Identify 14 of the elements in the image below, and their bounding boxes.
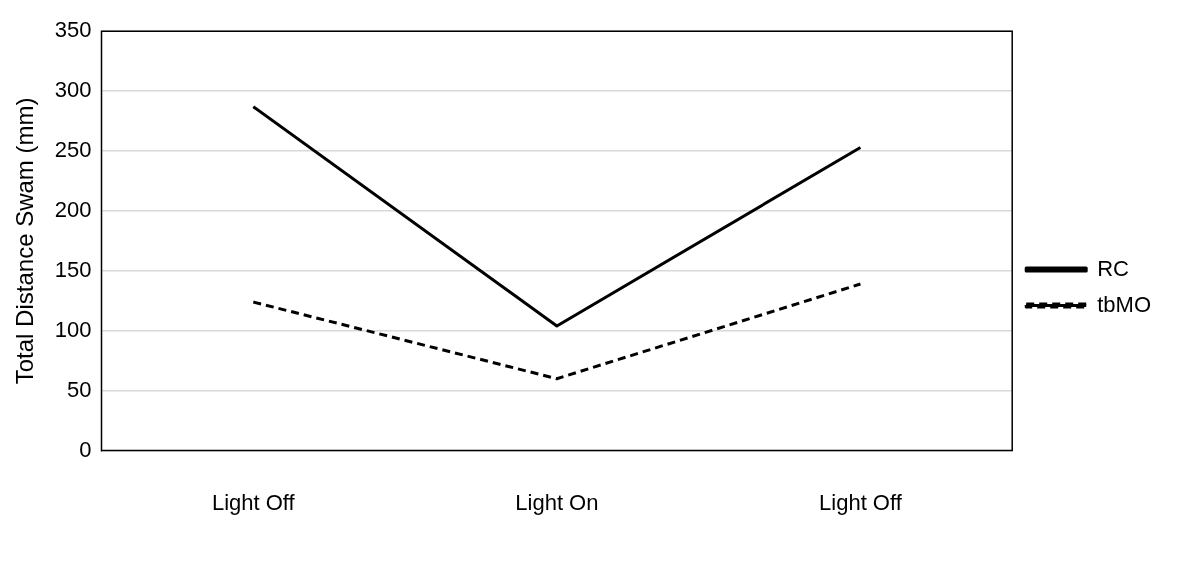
legend-label: tbMO [1097,291,1152,317]
y-tick-label: 300 [54,77,92,103]
y-axis-title: Total Distance Swam (mm) [11,97,39,385]
y-tick-label: 200 [54,197,92,223]
y-tick-label: 350 [54,17,92,43]
x-tick-label: Light Off [819,489,903,515]
y-tick-label: 250 [54,137,92,163]
y-tick-label: 150 [54,256,92,282]
x-tick-label: Light On [515,489,599,515]
y-tick-label: 0 [79,436,92,462]
x-tick-label: Light Off [211,489,296,515]
y-tick-label: 100 [54,316,92,342]
y-tick-label: 50 [67,376,92,402]
legend-label: RC [1097,255,1130,281]
